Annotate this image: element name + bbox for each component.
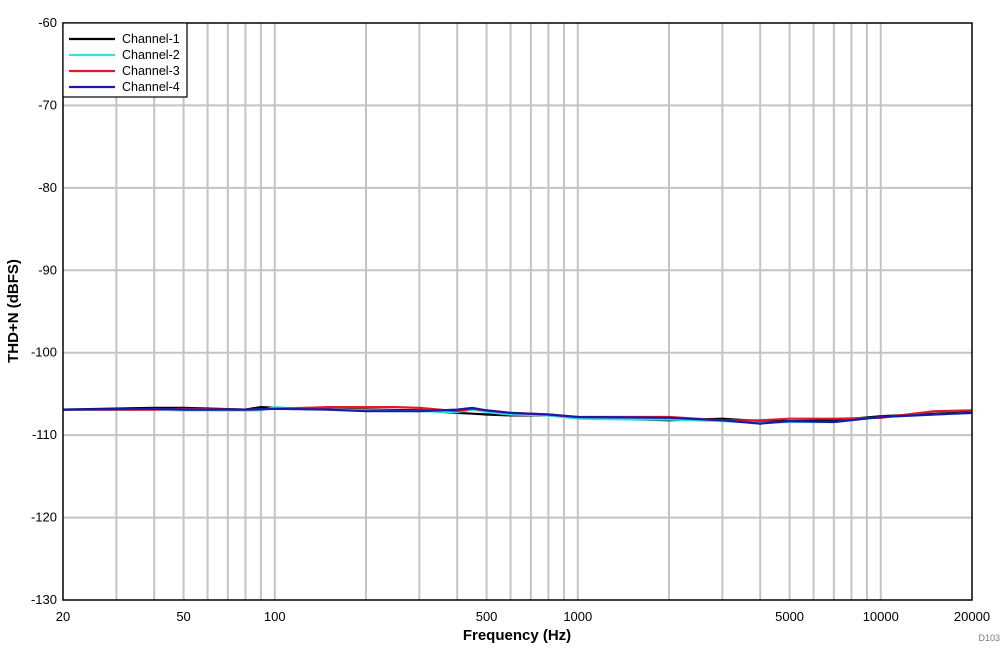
y-tick-label: -90 [38,262,57,277]
y-tick-label: -60 [38,15,57,30]
y-axis-title: THD+N (dBFS) [5,259,22,363]
figure-id-footnote: D103 [978,633,1000,643]
y-tick-label: -70 [38,97,57,112]
vertical-gridlines [115,23,882,600]
x-tick-label: 500 [476,609,498,624]
plot-background [63,23,972,600]
x-axis-tick-labels: 20 50 100 500 1000 5000 10000 20000 [56,609,990,624]
x-tick-label: 5000 [775,609,804,624]
x-tick-label: 50 [176,609,190,624]
x-tick-label: 1000 [563,609,592,624]
x-tick-label: 20000 [954,609,990,624]
y-tick-label: -130 [31,592,57,607]
legend-label-channel-1: Channel-1 [122,32,180,46]
legend-label-channel-3: Channel-3 [122,64,180,78]
legend-box [62,22,188,98]
series-line-channel-4 [62,406,973,425]
legend-label-channel-4: Channel-4 [122,80,180,94]
x-tick-label: 100 [264,609,286,624]
x-tick-label: 10000 [863,609,899,624]
y-tick-label: -120 [31,510,57,525]
x-tick-label: 20 [56,609,70,624]
x-axis-title: Frequency (Hz) [463,627,571,644]
series-lines [62,406,973,425]
y-tick-label: -80 [38,180,57,195]
y-axis-tick-labels: -60 -70 -80 -90 -100 -110 -120 -130 [31,15,57,607]
plot-frame [62,22,973,601]
horizontal-gridlines [63,104,972,519]
legend: Channel-1 Channel-2 Channel-3 Channel-4 [62,22,188,98]
y-tick-label: -110 [32,427,57,442]
legend-label-channel-2: Channel-2 [122,48,180,62]
y-tick-label: -100 [31,345,57,360]
